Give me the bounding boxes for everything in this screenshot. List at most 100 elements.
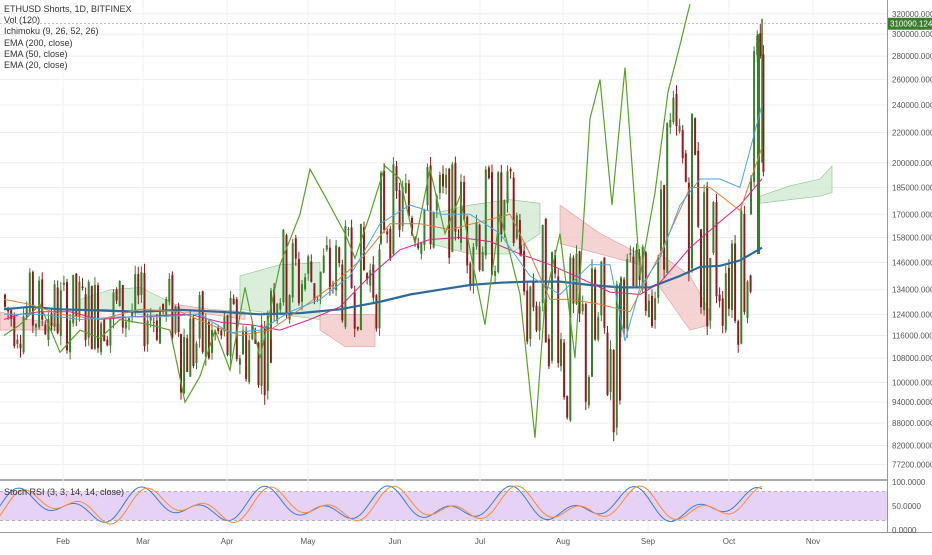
candle-body <box>420 242 423 254</box>
candle-body <box>395 166 398 192</box>
candle-body <box>62 282 65 285</box>
candle-body <box>678 125 681 132</box>
candle-body <box>451 164 454 252</box>
candle-body <box>217 327 220 332</box>
legend-volume[interactable]: Vol (120) <box>4 15 41 26</box>
candle-body <box>140 272 143 295</box>
candle-body <box>609 349 612 392</box>
candle-body <box>285 235 288 315</box>
price-tick-label: 170000.0000 <box>892 210 932 219</box>
candle-body <box>146 320 149 345</box>
candle-body <box>270 290 272 331</box>
stoch-k-line <box>0 485 763 523</box>
stoch-pane: 100.0000 50.0000 0.0000 <box>0 478 926 535</box>
candle-body <box>594 269 597 340</box>
candle-body <box>204 318 207 357</box>
candle-body <box>612 350 615 433</box>
candle-body <box>214 332 217 334</box>
legend-ema20[interactable]: EMA (20, close) <box>4 60 68 71</box>
candle-body <box>584 303 587 402</box>
legend-ema200[interactable]: EMA (200, close) <box>4 37 73 48</box>
candle-body <box>294 238 297 259</box>
candle-body <box>335 245 338 291</box>
legend-ichimoku[interactable]: Ichimoku (9, 26, 52, 26) <box>4 26 99 37</box>
candle-body <box>618 284 621 401</box>
candle-body <box>297 259 300 304</box>
candle-body <box>366 273 369 280</box>
candle-body <box>338 247 341 264</box>
candle-body <box>660 189 662 251</box>
price-tick-label: 116000.0000 <box>892 331 932 340</box>
candle-body <box>423 209 426 246</box>
candle-body <box>44 324 47 335</box>
candle-body <box>445 174 448 188</box>
candle-body <box>168 278 171 302</box>
candle-body <box>460 181 462 243</box>
price-tick-label: 300000.0000 <box>892 30 932 39</box>
indicator-lines <box>3 3 763 438</box>
candle-body <box>174 306 177 333</box>
candle-body <box>31 271 34 326</box>
candle-body <box>563 342 566 398</box>
time-tick-label: Apr <box>221 537 234 546</box>
legend-ema50[interactable]: EMA (50, close) <box>4 48 68 59</box>
candle-body <box>189 318 192 377</box>
candle-body <box>620 277 622 331</box>
candle-body <box>347 229 350 231</box>
candle-body <box>706 186 709 327</box>
candle-body <box>529 286 532 339</box>
candle-body <box>375 295 378 329</box>
last-candle <box>757 34 760 254</box>
candle-body <box>469 263 472 285</box>
candle-body <box>407 183 410 217</box>
candle-body <box>481 251 484 272</box>
candle-body <box>162 303 165 311</box>
candle-body <box>242 330 244 355</box>
candle-body <box>417 244 420 249</box>
candle-body <box>211 330 213 353</box>
candle-body <box>124 321 127 329</box>
candle-body <box>288 295 291 320</box>
candle-body <box>389 228 392 259</box>
candle-body <box>78 281 81 318</box>
candle-body <box>313 283 316 300</box>
candle-body <box>718 294 721 302</box>
line-ema50 <box>3 178 763 331</box>
candle-body <box>307 256 310 274</box>
candle-body <box>263 328 266 396</box>
candle-body <box>541 224 544 304</box>
candle-body <box>350 227 353 288</box>
candle-body <box>325 245 328 250</box>
candle-body <box>759 33 762 57</box>
last-price-tag <box>888 17 932 30</box>
price-tick-label: 240000.0000 <box>892 101 932 110</box>
candle-body <box>341 264 344 321</box>
candle-body <box>41 279 44 320</box>
candle-body <box>273 289 276 315</box>
candle-body <box>19 343 22 349</box>
candle-body <box>183 336 186 394</box>
stoch-band <box>0 491 887 521</box>
last-price-label: 310090.1245 <box>890 20 932 29</box>
legend-symbol[interactable]: ETHUSD Shorts, 1D, BITFINEX <box>4 4 132 14</box>
candle-body <box>322 255 325 273</box>
price-tick-label: 185000.0000 <box>892 183 932 192</box>
candle-body <box>709 258 712 321</box>
stoch-tick-label: 50.0000 <box>892 502 921 511</box>
candle-body <box>344 226 347 327</box>
candle-body <box>426 167 429 206</box>
candle-body <box>177 306 180 333</box>
candle-body <box>684 153 687 182</box>
price-tick-label: 88000.0000 <box>892 419 932 428</box>
candle-body <box>372 264 375 298</box>
candle-body <box>557 276 560 363</box>
candle-body <box>448 168 451 258</box>
candle-body <box>750 178 752 215</box>
candle-body <box>103 319 106 342</box>
stoch-legend[interactable]: Stoch RSI (3, 3, 14, 14, close) <box>4 487 125 497</box>
candle-body <box>737 321 740 345</box>
candle-body <box>724 273 727 331</box>
